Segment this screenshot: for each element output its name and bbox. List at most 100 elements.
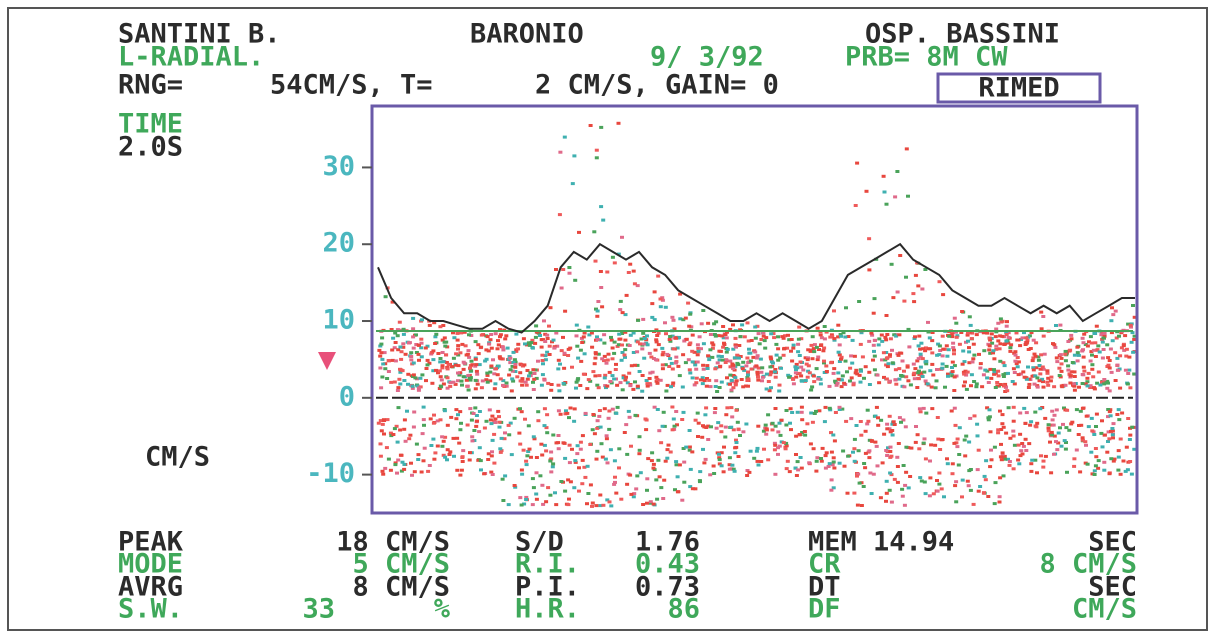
spectrum-dot bbox=[655, 378, 659, 381]
spectrum-dot bbox=[1076, 351, 1080, 354]
spectrum-dot bbox=[794, 371, 798, 374]
spectrum-dot bbox=[816, 378, 820, 381]
spectrum-dot bbox=[1014, 354, 1018, 357]
spectrum-dot bbox=[488, 408, 492, 411]
spectrum-dot bbox=[977, 449, 981, 452]
spectrum-dot bbox=[611, 256, 615, 259]
spectrum-dot bbox=[1012, 467, 1016, 470]
spectrum-dot bbox=[854, 369, 858, 372]
spectrum-dot bbox=[1029, 470, 1033, 473]
spectrum-dot bbox=[646, 457, 650, 460]
spectrum-dot bbox=[1082, 356, 1086, 359]
spectrum-dot bbox=[432, 414, 436, 417]
spectrum-dot bbox=[642, 343, 646, 346]
spectrum-dot bbox=[557, 434, 561, 437]
spectrum-dot bbox=[534, 324, 538, 327]
spectrum-dot bbox=[759, 460, 763, 463]
spectrum-dot bbox=[659, 305, 663, 308]
spectrum-dot bbox=[1107, 437, 1111, 440]
spectrum-dot bbox=[766, 458, 770, 461]
spectrum-dot bbox=[613, 459, 617, 462]
spectrum-dot bbox=[799, 366, 803, 369]
spectrum-dot bbox=[962, 384, 966, 387]
spectrum-dot bbox=[674, 356, 678, 359]
spectrum-dot bbox=[599, 286, 603, 289]
spectrum-dot bbox=[628, 384, 632, 387]
spectrum-dot bbox=[1013, 371, 1017, 374]
spectrum-dot bbox=[501, 499, 505, 502]
spectrum-dot bbox=[895, 456, 899, 459]
spectrum-dot bbox=[611, 347, 615, 350]
spectrum-dot bbox=[498, 447, 502, 450]
spectrum-dot bbox=[498, 421, 502, 424]
spectrum-dot bbox=[1007, 406, 1011, 409]
spectrum-dot bbox=[541, 362, 545, 365]
spectrum-dot bbox=[567, 416, 571, 419]
spectrum-dot bbox=[865, 422, 869, 425]
spectrum-dot bbox=[805, 422, 809, 425]
spectrum-dot bbox=[433, 342, 437, 345]
spectrum-dot bbox=[534, 336, 538, 339]
spectrum-dot bbox=[571, 182, 575, 185]
spectrum-dot bbox=[671, 368, 675, 371]
spectrum-dot bbox=[608, 500, 612, 503]
spectrum-dot bbox=[828, 385, 832, 388]
spectrum-dot bbox=[992, 368, 996, 371]
spectrum-dot bbox=[699, 347, 703, 350]
spectrum-dot bbox=[904, 446, 908, 449]
spectrum-dot bbox=[579, 448, 583, 451]
spectrum-dot bbox=[479, 459, 483, 462]
spectrum-dot bbox=[674, 410, 678, 413]
spectrum-dot bbox=[586, 492, 590, 495]
spectrum-dot bbox=[609, 336, 613, 339]
spectrum-dot bbox=[998, 410, 1002, 413]
spectrum-dot bbox=[836, 382, 840, 385]
spectrum-dot bbox=[688, 372, 692, 375]
spectrum-dot bbox=[1042, 386, 1046, 389]
spectrum-dot bbox=[474, 425, 478, 428]
spectrum-dot bbox=[424, 379, 428, 382]
spectrum-dot bbox=[993, 446, 997, 449]
spectrum-dot bbox=[1043, 353, 1047, 356]
spectrum-dot bbox=[790, 360, 794, 363]
spectrum-dot bbox=[393, 463, 397, 466]
spectrum-dot bbox=[1066, 369, 1070, 372]
spectrum-dot bbox=[766, 413, 770, 416]
spectrum-dot bbox=[562, 367, 566, 370]
spectrum-dot bbox=[982, 492, 986, 495]
spectrum-dot bbox=[855, 162, 859, 165]
spectrum-dot bbox=[528, 371, 532, 374]
spectrum-dot bbox=[967, 469, 971, 472]
spectrum-dot bbox=[989, 377, 993, 380]
spectrum-dot bbox=[472, 429, 476, 432]
spectrum-dot bbox=[485, 420, 489, 423]
spectrum-dot bbox=[832, 372, 836, 375]
spectrum-dot bbox=[996, 339, 1000, 342]
spectrum-dot bbox=[1053, 346, 1057, 349]
spectrum-dot bbox=[928, 369, 932, 372]
spectrum-dot bbox=[645, 334, 649, 337]
spectrum-dot bbox=[699, 378, 703, 381]
spectrum-dot bbox=[832, 461, 836, 464]
spectrum-dot bbox=[660, 347, 664, 350]
spectrum-dot bbox=[645, 477, 649, 480]
footer-text: 86 bbox=[667, 594, 700, 625]
spectrum-dot bbox=[1024, 449, 1028, 452]
spectrum-dot bbox=[621, 388, 625, 391]
spectrum-dot bbox=[1109, 319, 1113, 322]
spectrum-dot bbox=[840, 385, 844, 388]
spectrum-dot bbox=[501, 478, 505, 481]
spectrum-dot bbox=[917, 335, 921, 338]
spectrum-dot bbox=[575, 334, 579, 337]
spectrum-dot bbox=[793, 365, 797, 368]
spectrum-dot bbox=[988, 415, 992, 418]
spectrum-dot bbox=[929, 443, 933, 446]
spectrum-dot bbox=[964, 435, 968, 438]
spectrum-dot bbox=[1077, 433, 1081, 436]
spectrum-dot bbox=[614, 492, 618, 495]
spectrum-dot bbox=[788, 422, 792, 425]
spectrum-dot bbox=[471, 439, 475, 442]
spectrum-dot bbox=[440, 445, 444, 448]
spectrum-dot bbox=[1027, 348, 1031, 351]
spectrum-dot bbox=[1003, 364, 1007, 367]
